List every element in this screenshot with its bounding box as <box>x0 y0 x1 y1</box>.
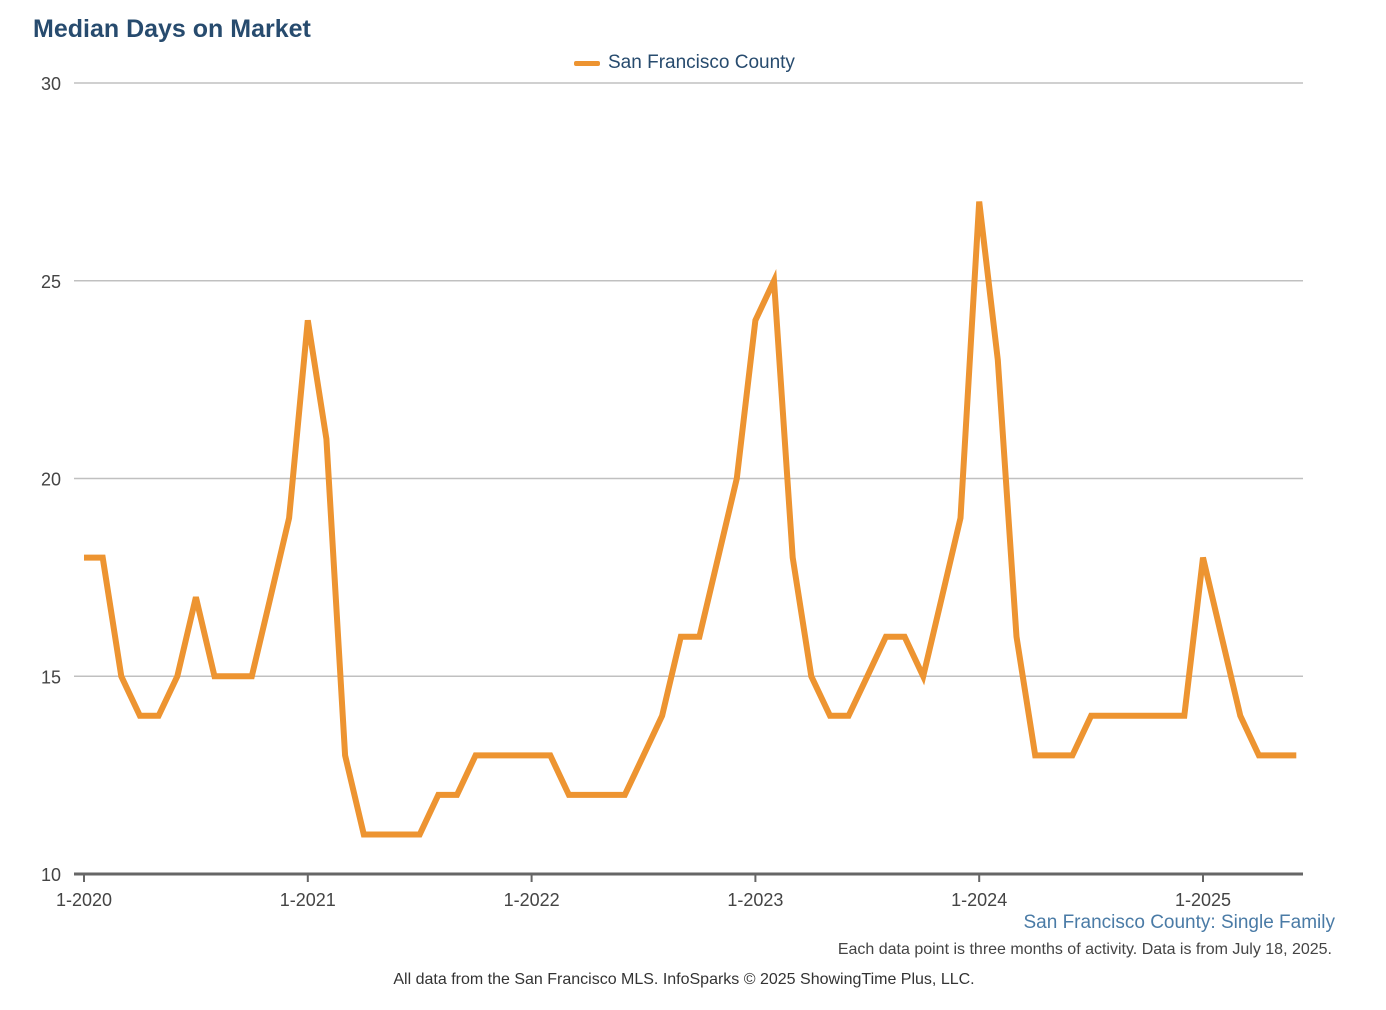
data-point[interactable] <box>807 672 815 680</box>
x-tick-label: 1-2025 <box>1175 890 1231 910</box>
data-point[interactable] <box>546 751 554 759</box>
data-point[interactable] <box>490 751 498 759</box>
y-tick-label: 10 <box>41 865 61 885</box>
data-point[interactable] <box>658 712 666 720</box>
series-layer <box>80 198 1300 838</box>
data-point[interactable] <box>416 830 424 838</box>
data-point[interactable] <box>397 830 405 838</box>
data-note: Each data point is three months of activ… <box>837 941 1332 958</box>
data-point[interactable] <box>472 751 480 759</box>
chart-subtitle: San Francisco County: Single Family <box>1023 912 1335 933</box>
data-point[interactable] <box>1050 751 1058 759</box>
data-credit: All data from the San Francisco MLS. Inf… <box>393 971 975 988</box>
data-point[interactable] <box>975 198 983 206</box>
data-point[interactable] <box>1143 712 1151 720</box>
data-point[interactable] <box>155 712 163 720</box>
data-point[interactable] <box>714 554 722 562</box>
data-point[interactable] <box>845 712 853 720</box>
y-tick-label: 20 <box>41 470 61 490</box>
data-point[interactable] <box>229 672 237 680</box>
data-point[interactable] <box>789 554 797 562</box>
data-point[interactable] <box>434 791 442 799</box>
x-tick-label: 1-2020 <box>56 890 112 910</box>
y-tick-label: 15 <box>41 667 61 687</box>
data-point[interactable] <box>901 633 909 641</box>
data-point[interactable] <box>99 554 107 562</box>
x-tick-label: 1-2022 <box>504 890 560 910</box>
series-line-san-francisco-county[interactable] <box>84 201 1297 838</box>
data-point[interactable] <box>695 633 703 641</box>
data-point[interactable] <box>826 712 834 720</box>
data-point[interactable] <box>453 791 461 799</box>
data-point[interactable] <box>602 791 610 799</box>
x-axis: 1-2020 1-2021 1-2022 1-2023 1-2024 1-2025 <box>56 872 1303 910</box>
y-tick-label: 25 <box>41 272 61 292</box>
data-point[interactable] <box>211 672 219 680</box>
data-point[interactable] <box>173 672 181 680</box>
data-point[interactable] <box>1087 712 1095 720</box>
data-point[interactable] <box>1218 633 1226 641</box>
data-point[interactable] <box>919 672 927 680</box>
data-point[interactable] <box>267 593 275 601</box>
data-point[interactable] <box>677 633 685 641</box>
data-point[interactable] <box>863 672 871 680</box>
chart-title: Median Days on Market <box>33 15 311 43</box>
data-point[interactable] <box>1255 751 1263 759</box>
legend-swatch <box>574 60 600 66</box>
data-point[interactable] <box>733 475 741 483</box>
y-tick-label: 30 <box>41 74 61 94</box>
data-point[interactable] <box>1292 751 1300 759</box>
data-point[interactable] <box>584 791 592 799</box>
data-point[interactable] <box>1124 712 1132 720</box>
data-point[interactable] <box>621 791 629 799</box>
data-point[interactable] <box>1236 712 1244 720</box>
data-point[interactable] <box>640 751 648 759</box>
data-point[interactable] <box>1199 554 1207 562</box>
data-point[interactable] <box>1068 751 1076 759</box>
data-point[interactable] <box>751 316 759 324</box>
data-point[interactable] <box>994 356 1002 364</box>
data-point[interactable] <box>341 751 349 759</box>
data-point[interactable] <box>528 751 536 759</box>
x-tick-label: 1-2021 <box>280 890 336 910</box>
data-point[interactable] <box>770 277 778 285</box>
data-point[interactable] <box>378 830 386 838</box>
data-point[interactable] <box>957 514 965 522</box>
data-point[interactable] <box>938 593 946 601</box>
y-axis-ticks: 10 15 20 25 30 <box>41 74 61 885</box>
data-point[interactable] <box>117 672 125 680</box>
data-point[interactable] <box>136 712 144 720</box>
data-point[interactable] <box>1274 751 1282 759</box>
data-point[interactable] <box>1013 633 1021 641</box>
data-point[interactable] <box>1162 712 1170 720</box>
data-point[interactable] <box>285 514 293 522</box>
data-point[interactable] <box>1180 712 1188 720</box>
x-tick-label: 1-2023 <box>727 890 783 910</box>
data-point[interactable] <box>509 751 517 759</box>
data-point[interactable] <box>565 791 573 799</box>
legend[interactable]: San Francisco County <box>574 52 795 74</box>
data-point[interactable] <box>1031 751 1039 759</box>
data-point[interactable] <box>304 316 312 324</box>
data-point[interactable] <box>192 593 200 601</box>
data-point[interactable] <box>360 830 368 838</box>
legend-label: San Francisco County <box>608 52 795 73</box>
data-point[interactable] <box>322 435 330 443</box>
data-point[interactable] <box>248 672 256 680</box>
data-point[interactable] <box>882 633 890 641</box>
data-point[interactable] <box>80 554 88 562</box>
data-point[interactable] <box>1106 712 1114 720</box>
gridlines <box>74 82 1303 677</box>
x-tick-label: 1-2024 <box>951 890 1007 910</box>
